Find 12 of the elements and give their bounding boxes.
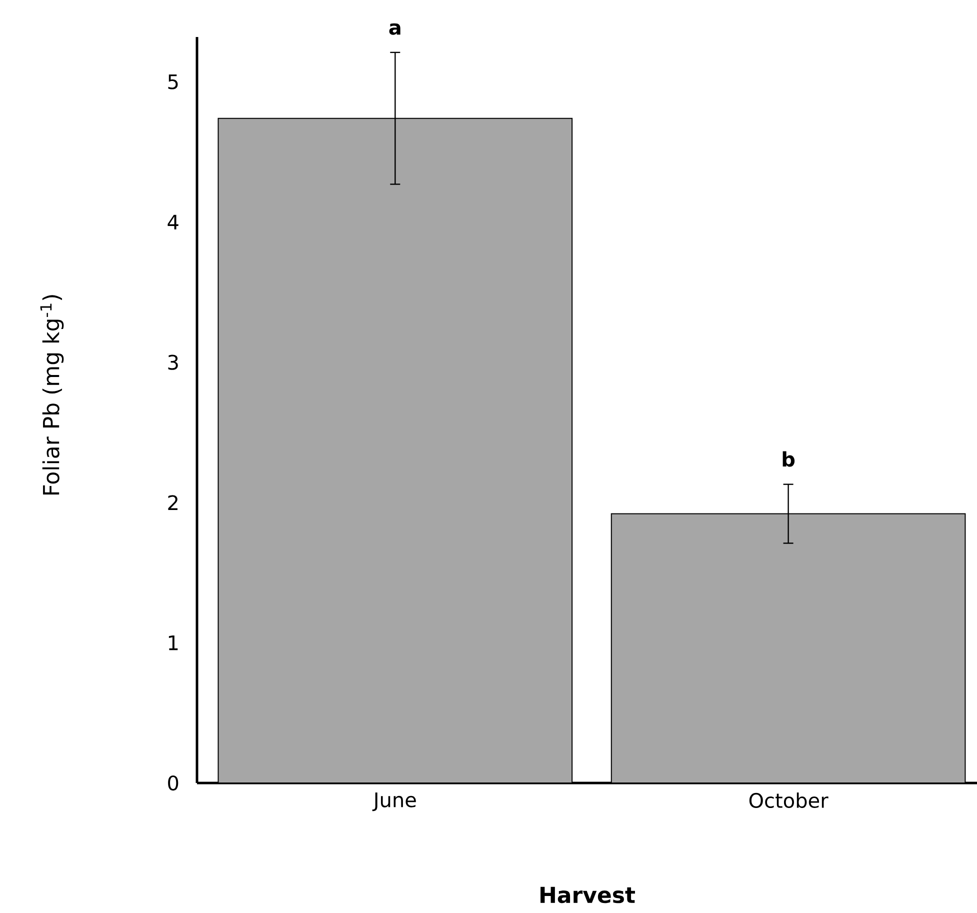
annotation: b <box>782 451 795 467</box>
y-tick-label: 4 <box>168 214 178 230</box>
y-axis-title: Foliar Pb (mg kg$^{-1}$) <box>40 295 64 495</box>
y-tick-label: 0 <box>168 775 178 791</box>
x-tick-label: June <box>372 792 416 812</box>
y-tick-label: 1 <box>168 635 178 650</box>
annotation: a <box>389 23 400 35</box>
x-axis-title: Harvest <box>540 886 635 904</box>
y-tick-label: 5 <box>168 74 178 90</box>
y-tick-label: 3 <box>168 354 178 370</box>
x-tick-label: October <box>749 792 828 808</box>
y-tick-label: 2 <box>168 495 178 510</box>
